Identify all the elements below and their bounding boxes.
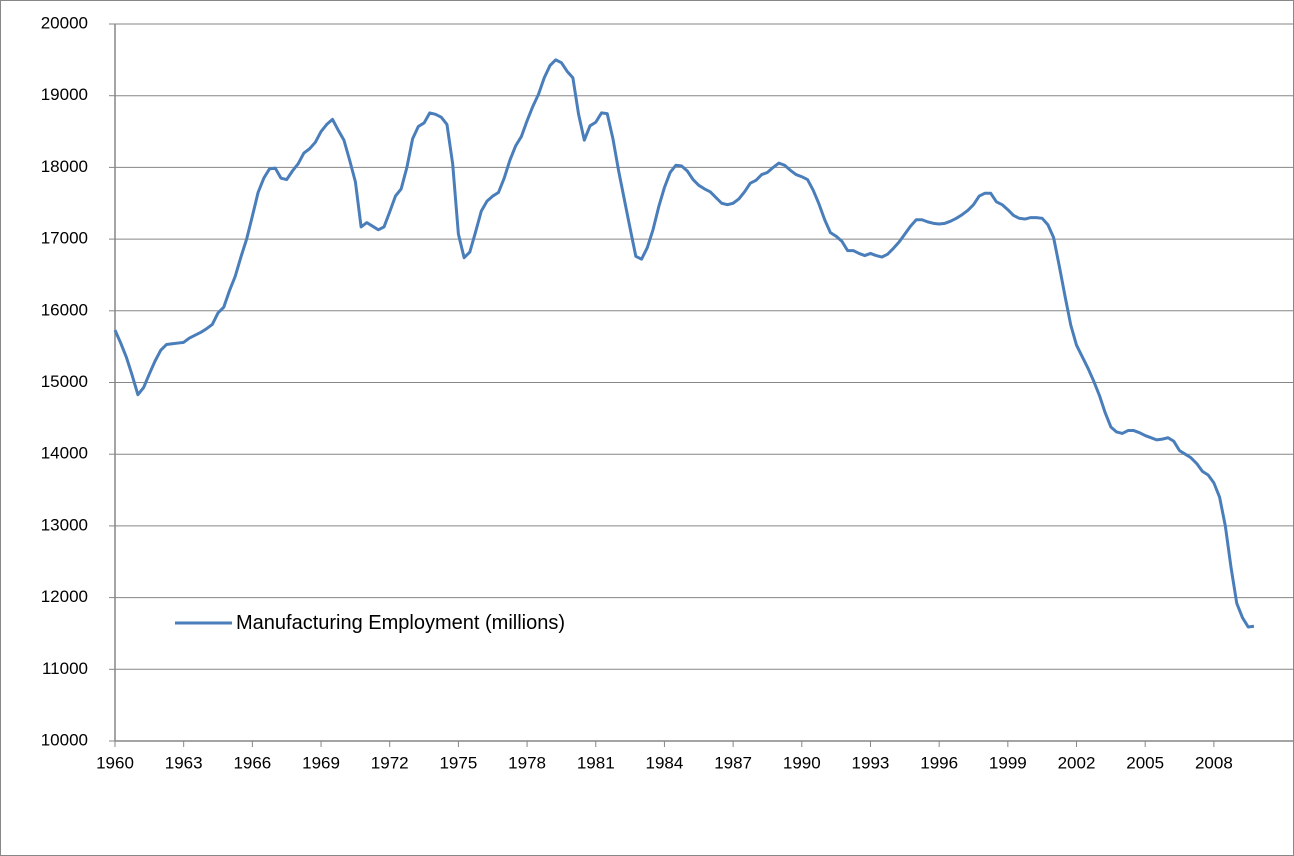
x-tick-label: 1972 (371, 753, 409, 772)
x-tick-label: 1999 (989, 753, 1027, 772)
y-tick-label: 10000 (41, 730, 88, 749)
y-tick-label: 11000 (42, 659, 88, 678)
x-tick-label: 2002 (1058, 753, 1096, 772)
x-tick-label: 2005 (1126, 753, 1164, 772)
y-tick-label: 14000 (41, 444, 88, 463)
x-tick-label: 1993 (852, 753, 890, 772)
data-line (113, 58, 1255, 629)
x-tick-label: 1960 (96, 753, 134, 772)
x-tick-label: 1963 (165, 753, 203, 772)
x-tick-label: 1975 (439, 753, 477, 772)
x-tick-label: 1978 (508, 753, 546, 772)
y-tick-label: 16000 (41, 300, 88, 319)
y-tick-label: 17000 (41, 229, 88, 248)
x-tick-label: 1990 (783, 753, 821, 772)
x-tick-label: 1987 (714, 753, 752, 772)
y-tick-label: 13000 (41, 515, 88, 534)
y-tick-label: 15000 (41, 372, 88, 391)
y-tick-label: 19000 (41, 85, 88, 104)
legend-label: Manufacturing Employment (millions) (236, 612, 566, 634)
x-tick-label: 1981 (577, 753, 615, 772)
x-tick-label: 1969 (302, 753, 340, 772)
y-tick-label: 18000 (41, 157, 88, 176)
x-tick-label: 1984 (646, 753, 684, 772)
y-tick-label: 20000 (41, 13, 88, 32)
x-tick-label: 2008 (1195, 753, 1233, 772)
x-tick-label: 1996 (920, 753, 958, 772)
x-tick-label: 1966 (233, 753, 271, 772)
y-tick-label: 12000 (41, 587, 88, 606)
